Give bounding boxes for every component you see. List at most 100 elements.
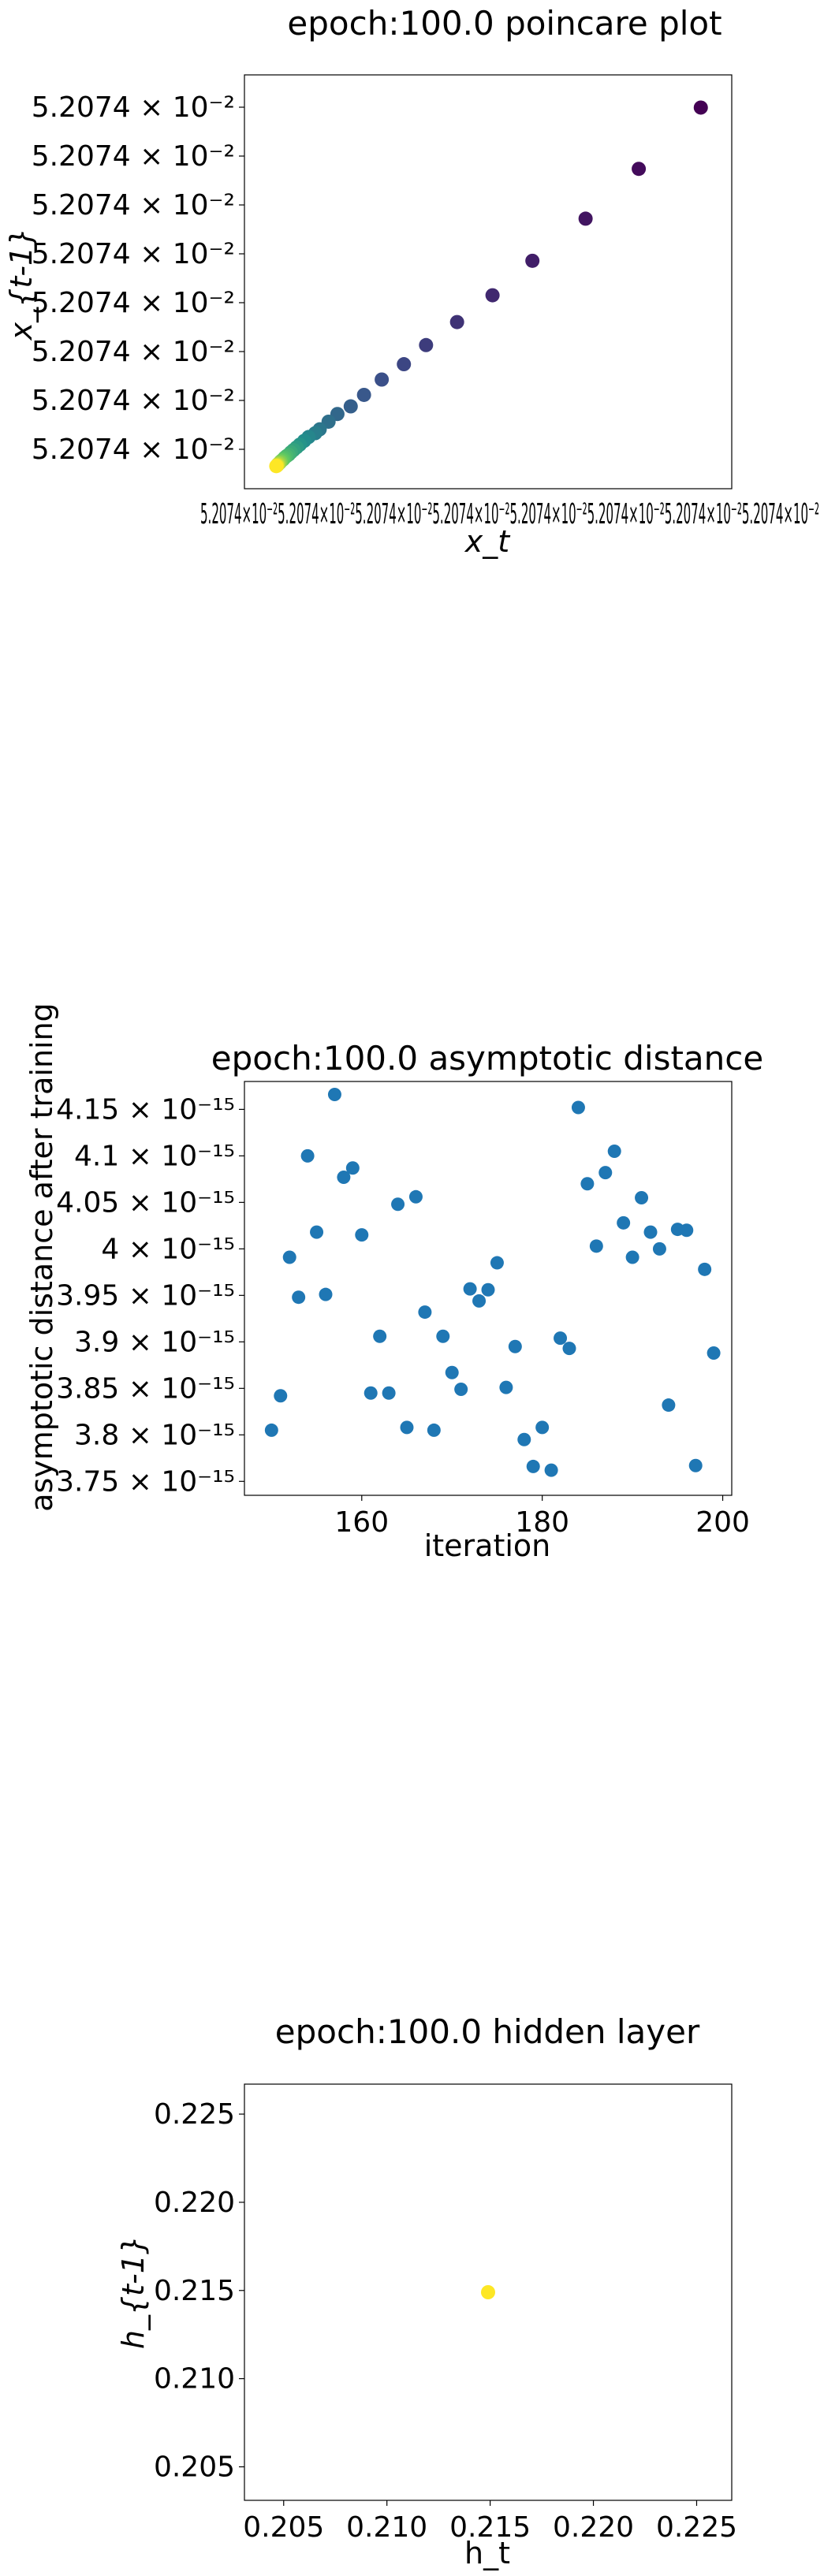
poincare-point	[269, 459, 284, 474]
poincare-y-ticks: 5.2074 × 10⁻² 5.2074 × 10⁻² 5.2074 × 10⁻² 5…	[32, 91, 244, 466]
hidden-layer-point	[481, 2285, 495, 2299]
asymptotic-point	[408, 1189, 423, 1204]
asymptotic-point	[310, 1225, 324, 1239]
poincare-point	[419, 337, 434, 352]
asymptotic-point	[274, 1389, 288, 1403]
asymptotic-point	[617, 1215, 631, 1230]
asymptotic-point	[355, 1228, 369, 1242]
hidden-layer-chart: epoch:100.0 hidden layer 0.205 0.210 0.215…	[116, 2012, 737, 2570]
asymptotic-point	[589, 1239, 603, 1253]
asymptotic-point	[300, 1148, 315, 1163]
asymptotic-point	[526, 1459, 540, 1473]
poincare-y-tick-label: 5.2074 × 10⁻²	[32, 238, 235, 270]
poincare-y-tick-label: 5.2074 × 10⁻²	[32, 189, 235, 221]
poincare-point	[397, 357, 412, 372]
hidden-layer-x-ticks: 0.205 0.210 0.215 0.220 0.225	[243, 2500, 737, 2544]
asymptotic-y-tick-label: 4.1 × 10⁻¹⁵	[74, 1140, 235, 1172]
asymptotic-title: epoch:100.0 asymptotic distance	[211, 1039, 763, 1078]
asymptotic-point	[337, 1171, 351, 1185]
asymptotic-point	[282, 1250, 296, 1264]
asymptotic-point	[707, 1346, 721, 1360]
asymptotic-point	[463, 1282, 477, 1296]
asymptotic-point	[571, 1100, 585, 1115]
asymptotic-x-ticks: 160 180 200	[334, 1495, 750, 1539]
hidden-layer-x-tick-label: 0.220	[553, 2511, 634, 2544]
hidden-layer-y-tick-label: 0.210	[154, 2363, 235, 2395]
asymptotic-point	[436, 1329, 450, 1343]
asymptotic-point	[698, 1262, 712, 1276]
asymptotic-y-tick-label: 3.85 × 10⁻¹⁵	[56, 1372, 235, 1405]
asymptotic-points	[264, 1088, 721, 1477]
poincare-plot-frame	[244, 74, 733, 490]
poincare-point	[343, 399, 358, 414]
asymptotic-point	[688, 1458, 703, 1472]
asymptotic-y-tick-label: 3.9 × 10⁻¹⁵	[74, 1326, 235, 1358]
hidden-layer-y-tick-label: 0.215	[154, 2275, 235, 2307]
asymptotic-point	[427, 1423, 441, 1437]
asymptotic-point	[544, 1463, 558, 1477]
asymptotic-point	[562, 1342, 576, 1356]
asymptotic-point	[382, 1386, 396, 1400]
asymptotic-point	[264, 1423, 278, 1437]
asymptotic-point	[418, 1305, 432, 1320]
poincare-y-tick-label: 5.2074 × 10⁻²	[32, 336, 235, 368]
asymptotic-y-tick-label: 4 × 10⁻¹⁵	[101, 1233, 235, 1265]
poincare-y-tick-label: 5.2074 × 10⁻²	[32, 91, 235, 124]
asymptotic-x-tick-label: 160	[334, 1506, 389, 1539]
poincare-y-tick-label: 5.2074 × 10⁻²	[32, 385, 235, 417]
asymptotic-point	[345, 1161, 360, 1175]
asymptotic-y-tick-label: 4.05 × 10⁻¹⁵	[56, 1186, 235, 1219]
poincare-point	[525, 253, 540, 268]
asymptotic-y-tick-label: 3.95 × 10⁻¹⁵	[56, 1279, 235, 1312]
asymptotic-point	[680, 1223, 694, 1238]
asymptotic-y-ticks: 3.75 × 10⁻¹⁵ 3.8 × 10⁻¹⁵ 3.85 × 10⁻¹⁵ 3.9 ×…	[56, 1093, 244, 1498]
poincare-x-tick-labels: 5.2074×10⁻²5.2074×10⁻²5.2074×10⁻²5.2074×…	[200, 498, 819, 530]
asymptotic-chart: epoch:100.0 asymptotic distance 3.75 × 1…	[24, 1003, 763, 1563]
poincare-point	[693, 100, 708, 115]
poincare-y-label: x_{t-1}	[4, 228, 39, 341]
asymptotic-point	[327, 1088, 341, 1102]
asymptotic-point	[373, 1329, 387, 1343]
hidden-layer-y-tick-label: 0.225	[154, 2098, 235, 2131]
asymptotic-point	[554, 1331, 568, 1346]
hidden-layer-x-tick-label: 0.210	[346, 2511, 427, 2544]
asymptotic-x-label: iteration	[424, 1528, 551, 1563]
asymptotic-point	[445, 1365, 459, 1379]
asymptotic-x-tick-label: 180	[515, 1506, 569, 1539]
poincare-point	[356, 387, 371, 402]
hidden-layer-y-label: h_{t-1}	[116, 2235, 151, 2349]
asymptotic-point	[391, 1197, 405, 1212]
poincare-y-tick-label: 5.2074 × 10⁻²	[32, 140, 235, 173]
poincare-x-label: x_t	[464, 524, 511, 559]
asymptotic-y-label: asymptotic distance after training	[24, 1003, 59, 1512]
poincare-points	[269, 100, 708, 474]
asymptotic-point	[364, 1386, 378, 1400]
asymptotic-point	[662, 1398, 676, 1413]
asymptotic-point	[292, 1290, 306, 1305]
hidden-layer-points	[481, 2285, 495, 2299]
asymptotic-plot-frame	[244, 1081, 733, 1496]
poincare-x-label-text: x_t	[464, 524, 511, 559]
asymptotic-point	[499, 1380, 513, 1394]
asymptotic-point	[580, 1177, 595, 1191]
poincare-point	[375, 372, 390, 387]
poincare-point	[632, 162, 647, 177]
poincare-point	[485, 288, 500, 303]
hidden-layer-y-ticks: 0.205 0.210 0.215 0.220 0.225	[154, 2098, 244, 2483]
hidden-layer-x-label: h_t	[464, 2536, 510, 2570]
asymptotic-x-tick-label: 200	[695, 1506, 750, 1539]
asymptotic-point	[625, 1250, 639, 1264]
hidden-layer-y-tick-label: 0.220	[154, 2187, 235, 2219]
asymptotic-y-tick-label: 3.75 × 10⁻¹⁵	[56, 1465, 235, 1498]
asymptotic-point	[454, 1383, 468, 1397]
asymptotic-point	[319, 1287, 333, 1301]
asymptotic-point	[607, 1144, 621, 1158]
hidden-layer-y-tick-label: 0.205	[154, 2451, 235, 2483]
asymptotic-y-tick-label: 3.8 × 10⁻¹⁵	[74, 1419, 235, 1451]
asymptotic-point	[517, 1432, 531, 1446]
poincare-point	[449, 315, 464, 329]
poincare-point	[578, 211, 593, 226]
asymptotic-point	[508, 1339, 522, 1353]
asymptotic-point	[643, 1225, 658, 1239]
